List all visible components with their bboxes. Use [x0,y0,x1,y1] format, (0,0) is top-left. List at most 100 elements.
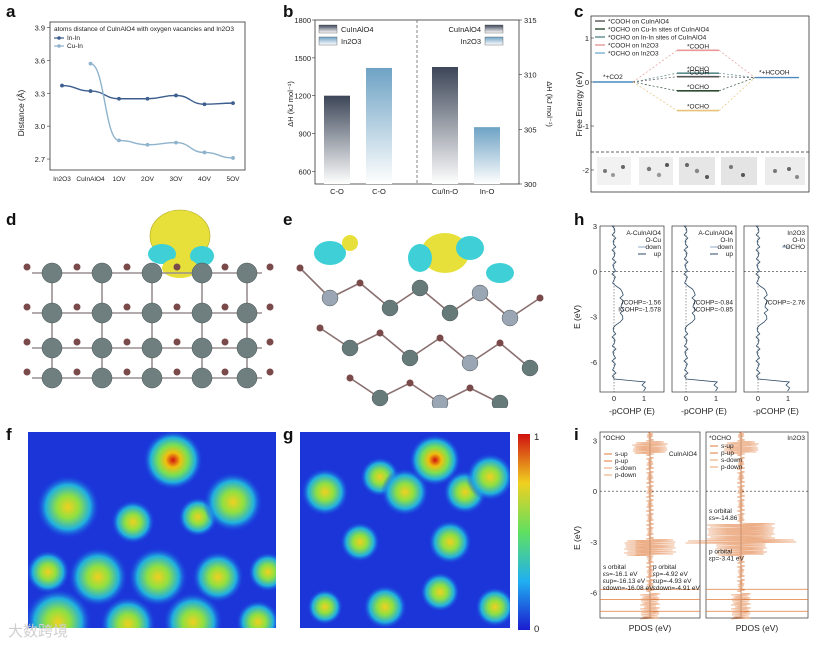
ylabel-b-right: ΔH (kJ mol⁻¹) [545,81,554,127]
panel-label-b: b [283,2,294,21]
pdos-i-1 [685,431,797,620]
elf-blobs-g [301,434,510,628]
atoms-d [23,262,274,389]
panel-label-a: a [6,2,16,21]
atom-e-20 [406,379,414,387]
level-c-label-0: *COOH [687,43,709,50]
bar-b-left-0 [324,95,350,184]
atom-d-28 [73,338,81,346]
atom-d-39 [73,368,81,376]
atom-e-14 [356,279,364,287]
atom-d-25 [191,337,213,359]
p-orbital-i-0-2: εup=-4.93 eV [653,578,692,585]
atom-d-21 [266,303,274,311]
point-a-1-2 [145,142,150,147]
point-a-0-1 [88,89,93,93]
atom-d-37 [236,367,258,389]
legend-i-label-0-0: s-up [615,451,628,458]
panel-c-chart: *COOH on CuInAlO4*OCHO on Cu-In sites of… [575,15,810,193]
ytick-label-a-1: 3.0 [35,122,45,131]
atom-d-40 [123,368,131,376]
atom-d-26 [236,337,258,359]
level-c-label-2: *COOH [687,70,709,77]
blob-g-5 [466,453,510,501]
icohp-h-1-0: ICOHP=-0.84 [694,299,734,306]
p-orbital-i-0-1: εp=-4.92 eV [653,571,689,578]
atom-e-3 [501,309,519,327]
ytick-label-b-left-4: 1800 [294,16,311,25]
atom-d-18 [123,303,131,311]
atom-d-43 [266,368,274,376]
atom-e-12 [471,284,489,302]
ytick-label-b-right-1: 305 [524,125,537,134]
atom-d-42 [221,368,229,376]
ylabel-h: E (eV) [572,305,582,329]
level-end-label: *+HCOOH [759,70,790,77]
legend-c: *COOH on CuInAlO4*OCHO on Cu-In sites of… [595,19,710,58]
legend-b-right-in2o3: In2O3 [461,37,481,46]
xlabel-h-0: -pCOHP (E) [609,406,655,416]
connector-c-out-4 [718,77,756,111]
connector-c-in-2 [632,76,678,83]
xtick-label-a-0: In2O3 [53,176,71,183]
title-h-1: A-CuInAlO4 [698,230,733,237]
legend-a: In-In Cu-In [54,35,83,50]
atom-d-0 [41,262,63,284]
panel-label-g: g [283,425,294,444]
atom-d-17 [73,303,81,311]
s-orbital-i-0-1: εs=-16.1 eV [603,571,638,578]
s-orbital-i-1-0: s orbital [709,508,732,515]
blob-g-0 [301,468,349,516]
ylabel-b-left: ΔH (kJ mol⁻¹) [286,81,295,127]
point-a-0-3 [145,96,150,101]
point-a-1-3 [174,140,178,145]
s-orbital-i-1-1: εs=-14.86 [709,515,738,522]
panel-label-c: c [574,2,584,21]
atom-d-20 [221,303,229,311]
atom-d-5 [23,263,31,271]
legend-i-label-1-2: s-down [721,457,742,464]
atom-d-35 [141,367,163,389]
atom-d-6 [73,263,81,271]
legend-i-label-1-1: p-up [721,450,734,457]
point-a-1-5 [231,156,235,160]
icohp-h-2-0: ICOHP=-2.76 [766,299,806,306]
ytick-label-i-1: 0 [593,487,597,496]
legend-i-label-1-0: s-up [721,443,734,450]
xlabel-h-1: -pCOHP (E) [681,406,727,416]
ytick-label-b-left-2: 1200 [294,92,311,101]
atom-d-27 [23,338,31,346]
legend-a-inin: In-In [67,35,80,42]
atom-d-3 [191,262,213,284]
panel-label-i: i [574,425,579,444]
legend-i-label-0-3: p-down [615,472,637,479]
ylabel-a: Distance (Å) [16,89,26,136]
axes-b: 600 900 1200 1500 1800 300 305 310 315 [294,16,536,189]
xtick-label-h-0-0: 0 [612,394,616,403]
connector-c-out-0 [718,50,756,78]
atom-d-14 [191,302,213,324]
atom-e-9 [431,394,449,408]
xtick-label-a-3: 2OV [141,176,155,183]
legend-b-right: CuInAlO4 In2O3 [448,24,504,46]
ytick-label-c-3: -2 [582,166,589,175]
atom-d-16 [23,303,31,311]
point-a-0-6 [231,101,235,106]
legend-c-label-3: *COOH on In2O3 [608,43,659,50]
xlabel-i-1: PDOS (eV) [736,623,779,633]
xtick-label-a-5: 4OV [198,176,212,183]
xtick-label-h-2-0: 0 [756,394,760,403]
atom-e-0 [321,289,339,307]
material-i-0: CuInAlO4 [669,451,698,458]
blob-f-9 [248,552,276,592]
ytick-label-i-2: -3 [590,538,597,547]
atom-d-9 [221,263,229,271]
point-a-0-4 [174,93,178,98]
s-orbital-i-0-3: εdown=-16.08 eV [603,585,654,592]
blob-f-6 [68,547,128,607]
panel-a-chart: atoms distance of CuInAlO4 with oxygen v… [16,21,246,183]
panel-g-elf-map [300,432,510,628]
level-start-label: *+CO2 [603,74,623,81]
